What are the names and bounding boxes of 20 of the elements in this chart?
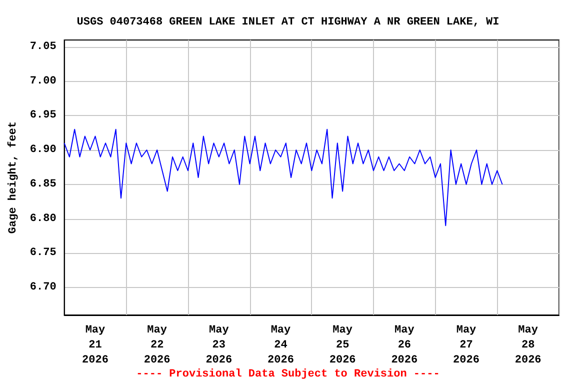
x-tick-label: May 23 2026 xyxy=(206,324,232,366)
y-axis-title: Gage height, feet xyxy=(6,121,20,234)
y-tick-label: 7.00 xyxy=(30,75,56,88)
y-tick-label: 6.85 xyxy=(30,178,57,190)
line-series xyxy=(64,128,503,226)
y-tick-label: 6.90 xyxy=(30,144,56,156)
x-tick-label: May 26 2026 xyxy=(391,324,418,366)
x-tick-label: May 21 2026 xyxy=(82,324,108,366)
y-tick-label: 6.80 xyxy=(30,212,56,225)
x-tick-label: May 24 2026 xyxy=(268,324,294,366)
x-tick-label: May 22 2026 xyxy=(144,324,170,366)
y-tick-label: 6.75 xyxy=(30,247,57,260)
y-tick-label: 6.95 xyxy=(30,110,57,122)
x-tick-label: May 28 2026 xyxy=(514,324,542,366)
chart-title: USGS 04073468 GREEN LAKE INLET AT CT HIGHWAY A NR GREEN LAKE, WI xyxy=(76,16,500,28)
x-tick-label: May 25 2026 xyxy=(329,324,356,366)
x-tick-label: May 27 2026 xyxy=(453,324,480,366)
y-tick-label: 6.70 xyxy=(30,282,56,294)
y-tick-label: 7.05 xyxy=(30,40,57,53)
text: ---- Provisional Data Subject to Revision ---- xyxy=(136,368,440,380)
